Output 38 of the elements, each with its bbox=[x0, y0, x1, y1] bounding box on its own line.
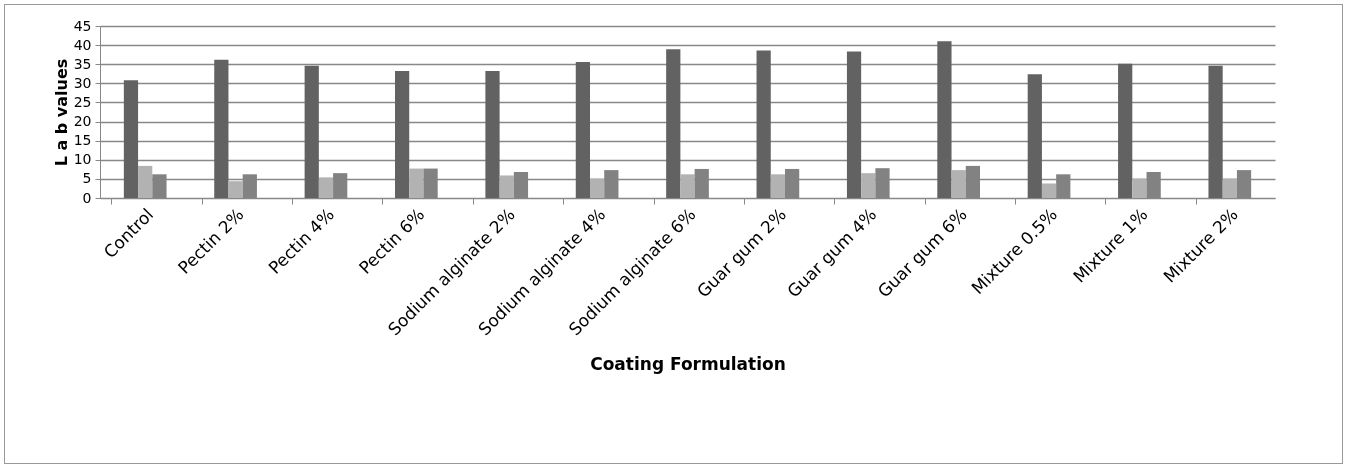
y-tick-label: 0 bbox=[82, 189, 92, 206]
bar bbox=[756, 50, 771, 198]
y-axis-title: L a b values bbox=[51, 58, 71, 167]
bar bbox=[951, 170, 966, 198]
bar bbox=[1118, 63, 1133, 198]
y-tick-label: 25 bbox=[73, 93, 92, 110]
bar bbox=[770, 174, 785, 198]
bar bbox=[680, 174, 695, 198]
bar bbox=[1222, 178, 1237, 198]
y-tick-label: 35 bbox=[73, 55, 92, 72]
y-tick-label: 20 bbox=[73, 113, 92, 130]
y-tick-label: 30 bbox=[73, 74, 92, 91]
bar bbox=[395, 71, 410, 198]
bar bbox=[318, 177, 334, 198]
bar bbox=[123, 80, 139, 198]
y-tick-label: 45 bbox=[73, 17, 92, 34]
y-tick-label: 40 bbox=[73, 36, 92, 53]
bar bbox=[937, 41, 952, 198]
bar bbox=[1041, 183, 1057, 198]
bar bbox=[846, 51, 862, 198]
bar bbox=[138, 165, 153, 198]
bar bbox=[575, 61, 590, 198]
bar bbox=[1027, 74, 1042, 198]
bar bbox=[304, 65, 319, 198]
bar bbox=[590, 178, 605, 198]
y-tick-label: 5 bbox=[82, 170, 92, 187]
bar bbox=[228, 181, 243, 198]
bar bbox=[861, 173, 876, 198]
y-tick-label: 10 bbox=[73, 151, 92, 168]
bar bbox=[499, 175, 514, 198]
bar bbox=[409, 168, 424, 198]
bar bbox=[666, 49, 681, 198]
bar bbox=[1208, 65, 1223, 198]
y-tick-label: 15 bbox=[73, 132, 92, 149]
bar bbox=[485, 71, 500, 198]
bar bbox=[214, 59, 229, 198]
x-axis-title: Coating Formulation bbox=[590, 353, 786, 374]
bar bbox=[1132, 178, 1147, 198]
